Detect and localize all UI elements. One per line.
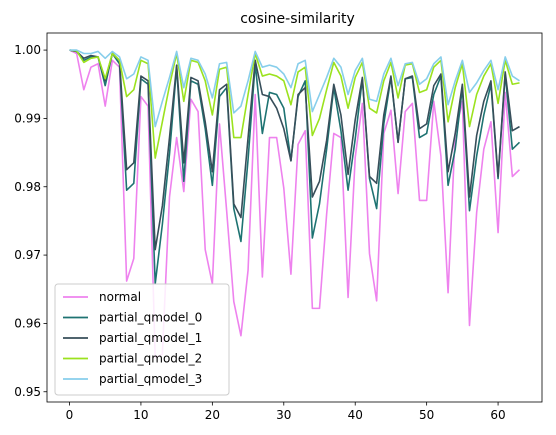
y-tick-label: 0.97 xyxy=(14,248,41,262)
y-tick-label: 0.98 xyxy=(14,180,41,194)
axes-frame xyxy=(46,32,543,403)
y-tick-label: 0.95 xyxy=(14,385,41,399)
series-line-partial-qmodel-3 xyxy=(69,49,520,128)
legend-label: normal xyxy=(99,290,141,304)
y-tick-label: 0.99 xyxy=(14,111,41,125)
x-axis: 0 10 20 30 40 50 60 xyxy=(66,402,506,422)
legend-label: partial_qmodel_0 xyxy=(99,311,202,325)
x-tick-label: 40 xyxy=(348,408,363,422)
legend: normal partial_qmodel_0 partial_qmodel_1pa… xyxy=(54,283,230,396)
legend-box xyxy=(54,283,230,396)
series-line-partial-qmodel-1 xyxy=(69,49,520,251)
y-axis: 0.95 0.96 0.97 0.98 0.99 1.00 xyxy=(14,43,47,399)
x-tick-label: 0 xyxy=(66,408,74,422)
legend-label: partial_qmodel_1 xyxy=(99,331,202,345)
y-tick-label: 1.00 xyxy=(14,43,41,57)
chart-title: cosine-similarity xyxy=(240,11,355,27)
legend-label: partial_qmodel_2 xyxy=(99,352,202,366)
series-line-partial-qmodel-2 xyxy=(69,49,520,159)
x-tick-label: 30 xyxy=(276,408,291,422)
x-tick-label: 10 xyxy=(133,408,148,422)
x-tick-label: 50 xyxy=(419,408,434,422)
series-group xyxy=(69,49,521,359)
series-line-normal xyxy=(69,49,521,359)
x-tick-label: 20 xyxy=(205,408,220,422)
y-tick-label: 0.96 xyxy=(14,316,41,330)
legend-label: partial_qmodel_3 xyxy=(99,372,202,386)
x-tick-label: 60 xyxy=(490,408,505,422)
